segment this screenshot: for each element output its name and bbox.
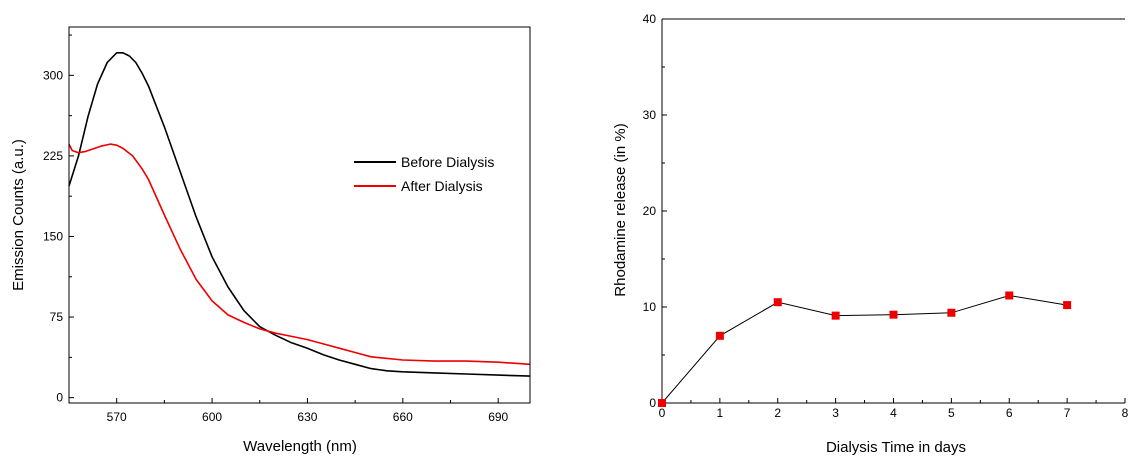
x-tick-label: 690 <box>488 410 508 424</box>
x-tick-label: 6 <box>1006 406 1013 420</box>
y-tick-label: 20 <box>643 204 657 218</box>
x-tick-label: 570 <box>107 410 127 424</box>
x-tick-label: 2 <box>774 406 781 420</box>
series-line <box>68 143 531 366</box>
y-tick-label: 0 <box>56 391 63 405</box>
x-tick-label: 1 <box>717 406 724 420</box>
y-axis-ticks: 0 10 20 30 40 <box>643 12 667 410</box>
x-axis-ticks: 570 600 630 660 690 <box>107 398 509 424</box>
y-tick-label: 0 <box>649 396 656 410</box>
x-tick-label: 5 <box>948 406 955 420</box>
y-axis-label: Rhodamine release (in %) <box>612 123 629 296</box>
x-tick-label: 3 <box>832 406 839 420</box>
y-tick-label: 225 <box>43 149 63 163</box>
data-point <box>889 310 898 319</box>
data-point <box>715 331 724 340</box>
series-line <box>661 294 1068 404</box>
x-tick-label: 7 <box>1064 406 1071 420</box>
release-series-layer <box>658 291 1072 407</box>
x-tick-label: 8 <box>1122 406 1129 420</box>
data-point <box>773 298 782 307</box>
spectrum-series-layer <box>68 51 531 377</box>
rhodamine-release-chart: 0 1 2 3 4 5 6 7 8 0 10 20 30 40 Dialysis Time in day… <box>612 12 1129 456</box>
emission-spectrum-chart: 570 600 630 660 690 0 75 150 225 300 Wavelength … <box>10 26 531 455</box>
data-point <box>947 308 956 317</box>
series-line <box>68 51 531 377</box>
y-tick-label: 300 <box>43 68 63 82</box>
y-axis-ticks: 0 75 150 225 300 <box>43 34 74 405</box>
data-point <box>1063 301 1072 310</box>
legend: Before Dialysis After Dialysis <box>354 154 494 194</box>
x-axis-label: Dialysis Time in days <box>826 439 966 456</box>
x-axis-label: Wavelength (nm) <box>243 438 357 455</box>
y-axis-label: Emission Counts (a.u.) <box>10 139 27 291</box>
y-tick-label: 75 <box>50 310 64 324</box>
axes <box>661 18 1125 404</box>
data-point <box>658 399 666 407</box>
x-tick-label: 600 <box>202 410 222 424</box>
y-tick-label: 10 <box>643 300 657 314</box>
data-point <box>831 311 840 320</box>
x-tick-label: 4 <box>890 406 897 420</box>
legend-label: Before Dialysis <box>401 154 494 170</box>
legend-label: After Dialysis <box>401 178 483 194</box>
y-tick-label: 30 <box>643 108 657 122</box>
x-tick-label: 660 <box>393 410 413 424</box>
data-point <box>1005 291 1014 300</box>
x-tick-label: 630 <box>297 410 317 424</box>
y-tick-label: 40 <box>643 12 657 26</box>
x-axis-ticks: 0 1 2 3 4 5 6 7 8 <box>659 398 1129 420</box>
x-tick-label: 0 <box>659 406 666 420</box>
plot-frame <box>68 26 531 404</box>
y-tick-label: 150 <box>43 229 63 243</box>
